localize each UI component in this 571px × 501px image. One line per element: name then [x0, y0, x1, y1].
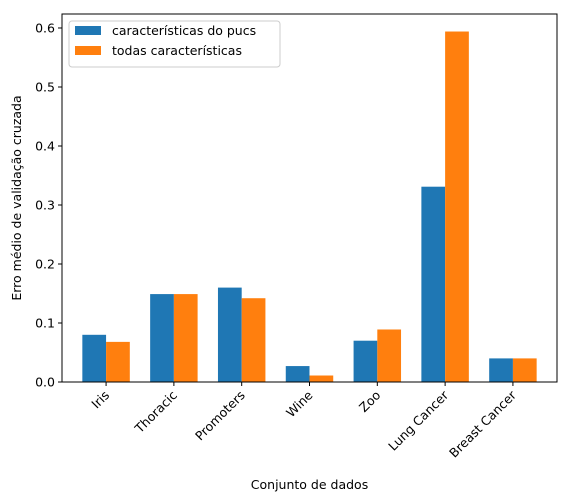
- y-tick-label: 0.6: [35, 20, 55, 35]
- x-tick-label: Zoo: [356, 388, 383, 415]
- x-tick-label: Wine: [283, 387, 316, 420]
- bar-series1-1: [150, 294, 174, 382]
- bar-series2-6: [512, 358, 537, 382]
- y-tick-label: 0.2: [35, 256, 55, 271]
- bar-series1-2: [217, 287, 242, 382]
- bar-series2-3: [309, 375, 334, 382]
- bar-series1-4: [353, 340, 378, 382]
- plot-frame: [61, 13, 558, 383]
- x-tick-label: Lung Cancer: [385, 387, 452, 454]
- y-tick-label: 0.1: [35, 315, 55, 330]
- y-tick-label: 0.0: [35, 375, 55, 390]
- bar-series2-0: [106, 341, 130, 382]
- x-axis-label: Conjunto de dados: [251, 477, 368, 492]
- y-tick-label: 0.5: [35, 79, 55, 94]
- bar-series1-6: [489, 358, 513, 382]
- x-tick-label: Promoters: [192, 388, 248, 444]
- bar-series2-4: [377, 329, 402, 382]
- bar-series1-3: [285, 366, 310, 382]
- bar-series2-2: [241, 298, 266, 382]
- legend-swatch-1: [75, 26, 101, 35]
- bar-series2-1: [173, 294, 198, 382]
- bar-series1-5: [421, 186, 446, 382]
- bar-series1-0: [82, 334, 107, 382]
- x-axis: Iris Thoracic Promoters Wine Zoo Lung CancerB…: [88, 382, 520, 461]
- y-axis: 0.0 0.1 0.2 0.3 0.4 0.5 0.6: [35, 20, 62, 390]
- bar-series2-5: [445, 31, 469, 383]
- legend-label-2: todas características: [112, 43, 242, 58]
- y-axis-label: Erro médio de validação cruzada: [9, 95, 24, 300]
- bars-layer: [82, 31, 537, 383]
- x-tick-label: Thoracic: [131, 387, 180, 436]
- legend-box: [68, 20, 281, 68]
- legend: características do pucs todas característ…: [68, 20, 281, 68]
- legend-swatch-2: [75, 46, 101, 55]
- y-tick-label: 0.3: [35, 197, 55, 212]
- x-tick-label: Iris: [88, 388, 112, 412]
- y-tick-label: 0.4: [35, 138, 55, 153]
- x-tick-label: Breast Cancer: [446, 387, 520, 461]
- legend-label-1: características do pucs: [112, 23, 256, 38]
